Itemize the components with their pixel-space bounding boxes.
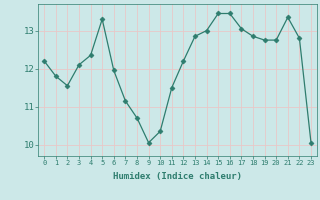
X-axis label: Humidex (Indice chaleur): Humidex (Indice chaleur) <box>113 172 242 181</box>
